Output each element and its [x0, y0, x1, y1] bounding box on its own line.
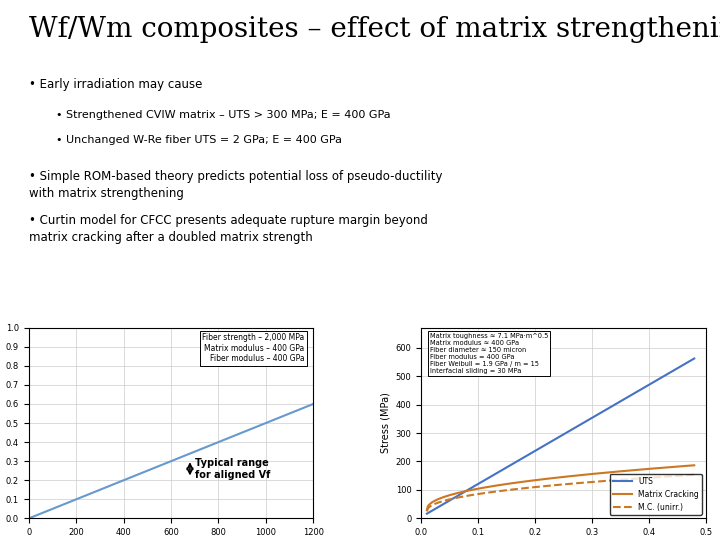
- Text: • Unchanged W-Re fiber UTS = 2 GPa; E = 400 GPa: • Unchanged W-Re fiber UTS = 2 GPa; E = …: [49, 134, 342, 145]
- M.C. (unirr.): [423, 505, 432, 512]
- UTS: [581, 418, 590, 425]
- M.C. (unirr.): [665, 473, 673, 480]
- UTS: [586, 415, 595, 422]
- Y-axis label: Stress (MPa): Stress (MPa): [380, 393, 390, 454]
- Text: • Curtin model for CFCC presents adequate rupture margin beyond
matrix cracking : • Curtin model for CFCC presents adequat…: [29, 213, 428, 244]
- M.C. (unirr.): [423, 508, 431, 515]
- Matrix Cracking: [582, 471, 590, 478]
- UTS: [690, 355, 698, 362]
- Text: • Early irradiation may cause: • Early irradiation may cause: [29, 78, 202, 91]
- UTS: [582, 418, 590, 424]
- UTS: [665, 370, 673, 376]
- Matrix Cracking: [586, 471, 595, 477]
- Matrix Cracking: [423, 507, 431, 513]
- Text: Fiber strength – 2,000 MPa
Matrix modulus – 400 GPa
Fiber modulus – 400 GPa: Fiber strength – 2,000 MPa Matrix modulu…: [202, 333, 305, 363]
- UTS: [423, 510, 431, 517]
- Line: UTS: UTS: [427, 359, 694, 514]
- Matrix Cracking: [690, 462, 698, 469]
- Text: Typical range
for aligned Vf: Typical range for aligned Vf: [194, 458, 270, 480]
- Matrix Cracking: [581, 471, 590, 478]
- M.C. (unirr.): [648, 474, 657, 481]
- Text: • Strengthened CVIW matrix – UTS > 300 MPa; E = 400 GPa: • Strengthened CVIW matrix – UTS > 300 M…: [49, 111, 391, 120]
- Line: M.C. (unirr.): M.C. (unirr.): [427, 475, 694, 511]
- M.C. (unirr.): [586, 479, 595, 485]
- Text: Wf/Wm composites – effect of matrix strengthening: Wf/Wm composites – effect of matrix stre…: [29, 16, 720, 43]
- UTS: [648, 380, 657, 386]
- Matrix Cracking: [423, 503, 432, 510]
- Line: Matrix Cracking: Matrix Cracking: [427, 465, 694, 510]
- Legend: UTS, Matrix Cracking, M.C. (unirr.): UTS, Matrix Cracking, M.C. (unirr.): [610, 474, 702, 515]
- Matrix Cracking: [665, 464, 673, 470]
- Text: • Simple ROM-based theory predicts potential loss of pseudo-ductility
with matri: • Simple ROM-based theory predicts poten…: [29, 170, 442, 200]
- Text: Matrix toughness ≈ 7.1 MPa·m^0.5
Matrix modulus ≈ 400 GPa
Fiber diameter ≈ 150 m: Matrix toughness ≈ 7.1 MPa·m^0.5 Matrix …: [430, 333, 548, 374]
- Matrix Cracking: [648, 465, 657, 472]
- M.C. (unirr.): [582, 479, 590, 485]
- M.C. (unirr.): [581, 480, 590, 486]
- UTS: [423, 510, 432, 516]
- M.C. (unirr.): [690, 471, 698, 478]
